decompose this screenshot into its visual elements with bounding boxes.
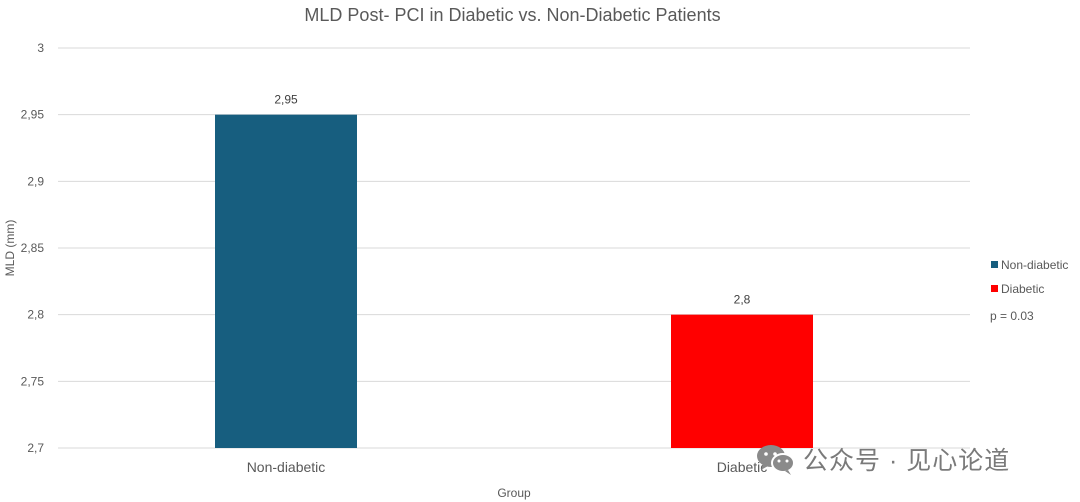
legend-swatch-non-diabetic — [991, 261, 998, 268]
legend: Non-diabetic Diabetic — [991, 256, 1068, 304]
wechat-icon — [757, 445, 795, 475]
x-axis-title: Group — [497, 486, 531, 500]
x-tick-label: Diabetic — [717, 459, 768, 475]
data-label: 2,95 — [274, 93, 298, 107]
bar — [215, 114, 357, 449]
y-tick-label: 2,9 — [27, 174, 44, 188]
chart-title: MLD Post- PCI in Diabetic vs. Non-Diabet… — [304, 5, 721, 25]
y-tick-label: 2,7 — [27, 441, 44, 455]
bar — [671, 314, 813, 448]
y-tick-label: 2,8 — [27, 308, 44, 322]
y-tick-label: 2,75 — [21, 374, 45, 388]
y-tick-label: 2,85 — [21, 241, 45, 255]
watermark: 公众号 · 见心论道 — [755, 441, 1010, 477]
watermark-text: 公众号 · 见心论道 — [803, 447, 1011, 475]
legend-item-non-diabetic: Non-diabetic — [991, 256, 1068, 273]
legend-label-diabetic: Diabetic — [1001, 281, 1045, 296]
y-axis-title: MLD (mm) — [3, 220, 17, 277]
y-tick-label: 3 — [37, 41, 44, 55]
x-tick-label: Non-diabetic — [247, 459, 326, 475]
legend-label-non-diabetic: Non-diabetic — [1001, 257, 1069, 272]
data-label: 2,8 — [734, 293, 751, 307]
p-value-annotation: p = 0.03 — [990, 309, 1034, 323]
y-tick-label: 2,95 — [21, 108, 45, 122]
legend-swatch-diabetic — [991, 285, 998, 292]
legend-item-diabetic: Diabetic — [991, 280, 1068, 297]
